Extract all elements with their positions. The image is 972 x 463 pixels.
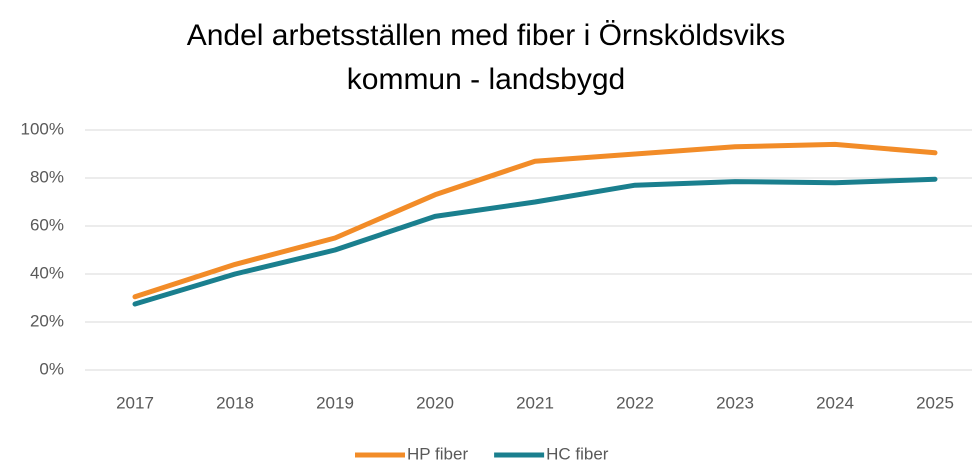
x-tick-label: 2021	[516, 393, 554, 412]
line-series	[132, 141, 938, 300]
legend-label: HC fiber	[546, 444, 609, 463]
y-tick-label: 100%	[21, 119, 64, 138]
y-tick-label: 0%	[39, 359, 64, 378]
y-tick-label: 80%	[30, 167, 64, 186]
y-tick-label: 40%	[30, 263, 64, 282]
x-tick-label: 2019	[316, 393, 354, 412]
line-series	[132, 176, 938, 307]
y-tick-label: 60%	[30, 215, 64, 234]
x-tick-label: 2017	[116, 393, 154, 412]
x-tick-label: 2022	[616, 393, 654, 412]
x-tick-label: 2024	[816, 393, 854, 412]
x-tick-label: 2018	[216, 393, 254, 412]
legend-label: HP fiber	[407, 444, 468, 463]
chart-title: Andel arbetsställen med fiber i Örnsköld…	[186, 19, 786, 96]
x-tick-label: 2023	[716, 393, 754, 412]
x-tick-label: 2025	[916, 393, 954, 412]
x-tick-label: 2020	[416, 393, 454, 412]
y-tick-label: 20%	[30, 311, 64, 330]
